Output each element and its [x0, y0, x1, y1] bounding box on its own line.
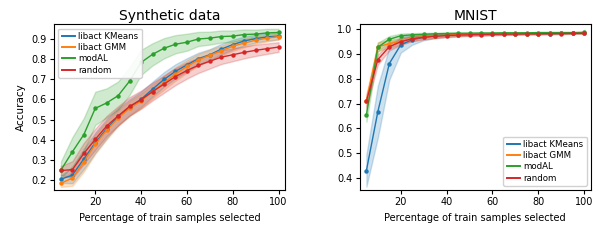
X-axis label: Percentage of train samples selected: Percentage of train samples selected — [385, 213, 566, 223]
Title: Synthetic data: Synthetic data — [119, 9, 220, 23]
X-axis label: Percentage of train samples selected: Percentage of train samples selected — [79, 213, 260, 223]
Title: MNIST: MNIST — [454, 9, 497, 23]
Legend: libact KMeans, libact GMM, modAL, random: libact KMeans, libact GMM, modAL, random — [58, 29, 142, 78]
Y-axis label: Accuracy: Accuracy — [16, 83, 26, 131]
Legend: libact KMeans, libact GMM, modAL, random: libact KMeans, libact GMM, modAL, random — [503, 137, 587, 186]
